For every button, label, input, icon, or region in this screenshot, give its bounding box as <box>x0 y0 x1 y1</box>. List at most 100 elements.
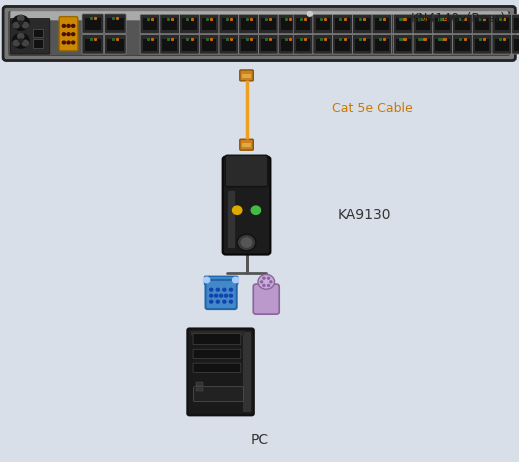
FancyBboxPatch shape <box>393 35 413 54</box>
FancyBboxPatch shape <box>85 39 101 51</box>
Circle shape <box>72 33 75 36</box>
FancyBboxPatch shape <box>293 14 313 34</box>
FancyBboxPatch shape <box>412 14 431 34</box>
FancyBboxPatch shape <box>431 14 451 34</box>
FancyBboxPatch shape <box>281 18 295 30</box>
FancyBboxPatch shape <box>514 18 519 30</box>
FancyBboxPatch shape <box>296 18 310 30</box>
FancyBboxPatch shape <box>223 157 270 255</box>
FancyBboxPatch shape <box>413 14 433 34</box>
FancyBboxPatch shape <box>104 35 126 54</box>
FancyBboxPatch shape <box>472 14 492 34</box>
Text: KN4140v(Rear): KN4140v(Rear) <box>411 12 506 24</box>
FancyBboxPatch shape <box>187 328 254 415</box>
FancyBboxPatch shape <box>180 14 199 34</box>
FancyBboxPatch shape <box>190 331 244 335</box>
FancyBboxPatch shape <box>239 35 258 54</box>
FancyBboxPatch shape <box>435 18 450 30</box>
Circle shape <box>18 33 24 39</box>
FancyBboxPatch shape <box>194 387 243 401</box>
Circle shape <box>62 33 65 36</box>
FancyBboxPatch shape <box>435 39 450 51</box>
FancyBboxPatch shape <box>202 18 216 30</box>
FancyBboxPatch shape <box>182 18 197 30</box>
FancyBboxPatch shape <box>162 39 177 51</box>
FancyBboxPatch shape <box>495 39 509 51</box>
Circle shape <box>223 288 226 291</box>
Circle shape <box>229 288 233 291</box>
FancyBboxPatch shape <box>240 139 253 150</box>
FancyBboxPatch shape <box>431 35 451 54</box>
FancyBboxPatch shape <box>335 18 350 30</box>
FancyBboxPatch shape <box>199 35 219 54</box>
Circle shape <box>203 277 210 283</box>
FancyBboxPatch shape <box>455 39 470 51</box>
FancyBboxPatch shape <box>196 382 203 386</box>
FancyBboxPatch shape <box>140 14 160 34</box>
FancyBboxPatch shape <box>313 35 333 54</box>
FancyBboxPatch shape <box>453 14 472 34</box>
FancyBboxPatch shape <box>375 39 389 51</box>
Circle shape <box>229 300 233 303</box>
Circle shape <box>67 33 70 36</box>
FancyBboxPatch shape <box>222 18 236 30</box>
FancyBboxPatch shape <box>243 332 251 412</box>
Text: KA9130: KA9130 <box>337 208 391 222</box>
FancyBboxPatch shape <box>33 39 43 48</box>
Circle shape <box>261 281 263 283</box>
Circle shape <box>210 300 213 303</box>
FancyBboxPatch shape <box>59 17 78 51</box>
FancyBboxPatch shape <box>193 363 241 372</box>
FancyBboxPatch shape <box>10 18 50 54</box>
FancyBboxPatch shape <box>160 14 180 34</box>
FancyBboxPatch shape <box>352 35 372 54</box>
FancyBboxPatch shape <box>33 29 43 37</box>
FancyBboxPatch shape <box>453 35 472 54</box>
Circle shape <box>224 294 227 297</box>
FancyBboxPatch shape <box>242 143 251 147</box>
FancyBboxPatch shape <box>396 18 411 30</box>
Circle shape <box>263 277 265 279</box>
FancyBboxPatch shape <box>392 14 412 34</box>
FancyBboxPatch shape <box>140 35 160 54</box>
Circle shape <box>215 294 218 297</box>
FancyBboxPatch shape <box>514 39 519 51</box>
FancyBboxPatch shape <box>333 35 352 54</box>
FancyBboxPatch shape <box>433 35 453 54</box>
FancyBboxPatch shape <box>241 18 256 30</box>
FancyBboxPatch shape <box>434 39 448 51</box>
FancyBboxPatch shape <box>333 14 352 34</box>
FancyBboxPatch shape <box>143 39 157 51</box>
FancyBboxPatch shape <box>396 39 411 51</box>
FancyBboxPatch shape <box>162 18 177 30</box>
FancyBboxPatch shape <box>495 18 509 30</box>
FancyBboxPatch shape <box>316 39 330 51</box>
Circle shape <box>216 288 220 291</box>
Circle shape <box>13 22 19 28</box>
Circle shape <box>62 41 65 44</box>
Circle shape <box>210 294 213 297</box>
FancyBboxPatch shape <box>107 18 124 30</box>
FancyBboxPatch shape <box>219 14 239 34</box>
FancyBboxPatch shape <box>160 35 180 54</box>
FancyBboxPatch shape <box>261 18 276 30</box>
Circle shape <box>72 24 75 27</box>
Circle shape <box>210 288 213 291</box>
Text: PC: PC <box>251 433 268 447</box>
FancyBboxPatch shape <box>107 39 124 51</box>
FancyBboxPatch shape <box>355 18 370 30</box>
FancyBboxPatch shape <box>206 280 237 309</box>
FancyBboxPatch shape <box>182 39 197 51</box>
FancyBboxPatch shape <box>278 14 298 34</box>
Circle shape <box>229 294 233 297</box>
Circle shape <box>19 39 23 43</box>
Circle shape <box>233 206 242 214</box>
FancyBboxPatch shape <box>193 349 241 359</box>
Circle shape <box>18 15 24 21</box>
FancyBboxPatch shape <box>202 39 216 51</box>
FancyBboxPatch shape <box>455 18 470 30</box>
FancyBboxPatch shape <box>335 39 350 51</box>
Circle shape <box>270 281 272 283</box>
FancyBboxPatch shape <box>278 35 298 54</box>
FancyBboxPatch shape <box>9 12 510 55</box>
